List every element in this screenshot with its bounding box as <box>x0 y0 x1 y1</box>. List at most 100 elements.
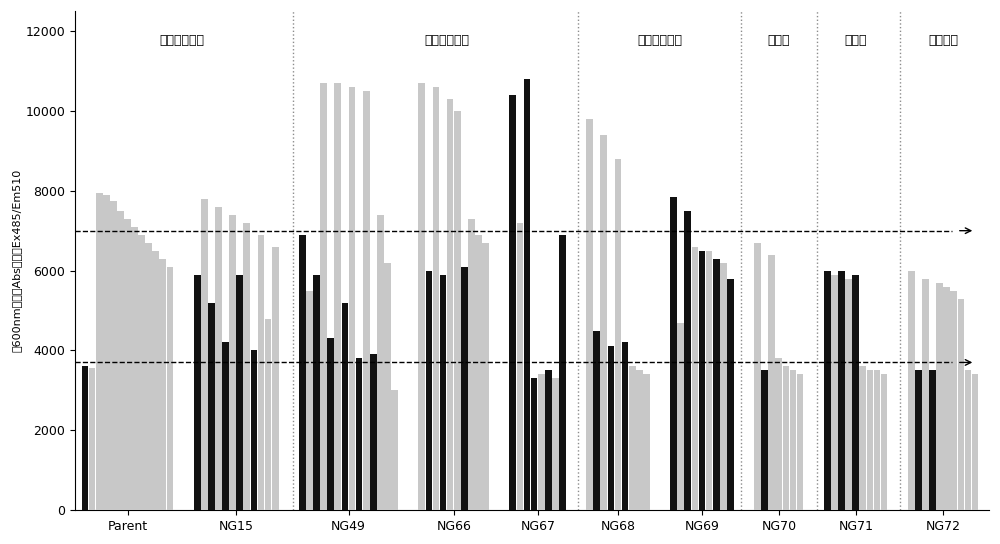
Bar <box>531 379 537 510</box>
Bar <box>859 367 866 510</box>
Bar <box>215 207 222 510</box>
Bar <box>559 234 566 510</box>
Bar <box>440 275 446 510</box>
Bar <box>972 374 978 510</box>
Bar <box>96 193 103 510</box>
Text: 斯达油脂酵母: 斯达油脂酵母 <box>638 34 683 47</box>
Bar <box>943 287 950 510</box>
Bar <box>152 251 159 510</box>
Bar <box>754 243 761 510</box>
Bar <box>433 87 439 510</box>
Bar <box>783 367 789 510</box>
Bar <box>131 227 138 510</box>
Bar <box>538 374 545 510</box>
Bar <box>545 370 552 510</box>
Bar <box>208 302 215 510</box>
Bar <box>349 87 355 510</box>
Bar <box>342 302 348 510</box>
Bar <box>327 338 334 510</box>
Bar <box>159 258 166 510</box>
Bar <box>600 135 607 510</box>
Bar <box>845 279 852 510</box>
Bar <box>482 243 489 510</box>
Bar <box>768 255 775 510</box>
Bar <box>831 275 838 510</box>
Bar <box>145 243 152 510</box>
Bar <box>965 370 971 510</box>
Bar <box>727 279 734 510</box>
Bar <box>299 234 306 510</box>
Bar <box>418 83 425 510</box>
Bar <box>552 379 559 510</box>
Bar <box>720 263 727 510</box>
Bar <box>447 99 453 510</box>
Bar <box>838 270 845 510</box>
Bar <box>306 290 313 510</box>
Bar <box>363 91 370 510</box>
Text: 圆红冬孢酵母: 圆红冬孢酵母 <box>424 34 469 47</box>
Bar <box>475 234 482 510</box>
Bar <box>684 211 691 510</box>
Bar <box>509 95 516 510</box>
Bar <box>384 263 391 510</box>
Bar <box>391 391 398 510</box>
Bar <box>313 275 320 510</box>
Bar <box>915 370 922 510</box>
Bar <box>797 374 803 510</box>
Bar <box>236 275 243 510</box>
Bar <box>524 79 530 510</box>
Text: 解脂耶氏酵母: 解脂耶氏酵母 <box>160 34 205 47</box>
Bar <box>908 270 915 510</box>
Bar <box>370 355 377 510</box>
Bar <box>874 370 880 510</box>
Bar <box>103 195 110 510</box>
Bar <box>272 246 279 510</box>
Bar <box>775 358 782 510</box>
Bar <box>110 201 117 510</box>
Bar <box>950 290 957 510</box>
Bar <box>517 222 523 510</box>
Bar <box>377 215 384 510</box>
Bar <box>468 219 475 510</box>
Bar <box>790 370 796 510</box>
Bar <box>699 251 705 510</box>
Text: 麦角菌: 麦角菌 <box>845 34 867 47</box>
Y-axis label: 在600nm处的每Abs的荧光Ex485/Em510: 在600nm处的每Abs的荧光Ex485/Em510 <box>11 169 21 353</box>
Bar <box>629 367 636 510</box>
Bar <box>320 83 327 510</box>
Bar <box>608 347 614 510</box>
Bar <box>936 282 943 510</box>
Bar <box>426 270 432 510</box>
Bar <box>124 219 131 510</box>
Bar <box>761 370 768 510</box>
Bar <box>593 331 600 510</box>
Bar <box>824 270 831 510</box>
Bar <box>867 370 873 510</box>
Bar <box>586 119 593 510</box>
Bar <box>461 267 468 510</box>
Text: 土曲霉: 土曲霉 <box>768 34 790 47</box>
Bar <box>622 343 628 510</box>
Bar <box>201 199 208 510</box>
Bar <box>454 111 461 510</box>
Bar <box>82 367 88 510</box>
Bar <box>670 197 677 510</box>
Bar <box>929 370 936 510</box>
Text: 梨疣壶菌: 梨疣壶菌 <box>928 34 958 47</box>
Bar <box>713 258 720 510</box>
Bar <box>251 350 257 510</box>
Bar <box>922 279 929 510</box>
Bar <box>194 275 201 510</box>
Bar <box>138 234 145 510</box>
Bar <box>636 370 643 510</box>
Bar <box>229 215 236 510</box>
Bar <box>167 267 173 510</box>
Bar <box>243 222 250 510</box>
Bar <box>117 211 124 510</box>
Bar <box>258 234 264 510</box>
Bar <box>692 246 698 510</box>
Bar <box>643 374 650 510</box>
Bar <box>677 323 684 510</box>
Bar <box>265 319 271 510</box>
Bar <box>356 358 362 510</box>
